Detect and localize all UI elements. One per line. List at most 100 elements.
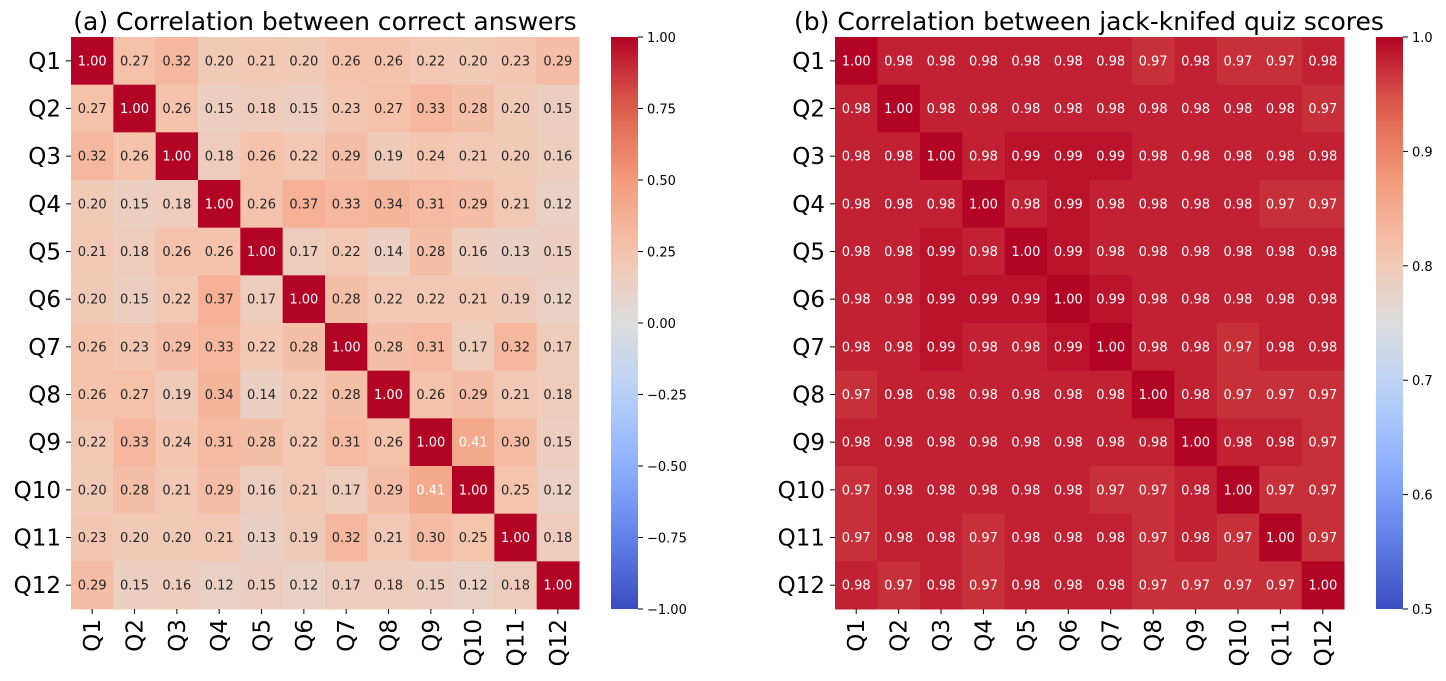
heatmap-cell bbox=[919, 132, 963, 181]
cell-value-label: 1.00 bbox=[1223, 483, 1252, 498]
cell-value-label: 0.98 bbox=[1266, 150, 1295, 165]
cell-value-label: 0.97 bbox=[969, 579, 998, 594]
cell-value-label: 0.21 bbox=[501, 388, 530, 403]
cell-value-label: 0.97 bbox=[842, 483, 871, 498]
cell-value-label: 0.17 bbox=[247, 293, 276, 308]
cell-value-label: 0.23 bbox=[120, 340, 149, 355]
cell-value-label: 0.98 bbox=[969, 54, 998, 69]
heatmap-cell bbox=[155, 227, 199, 276]
cell-value-label: 0.29 bbox=[332, 150, 361, 165]
heatmap-cell bbox=[962, 84, 1006, 133]
heatmap-cell bbox=[367, 323, 411, 372]
cell-value-label: 0.21 bbox=[501, 197, 530, 212]
cell-value-label: 0.28 bbox=[459, 102, 488, 117]
cell-value-label: 0.98 bbox=[1308, 245, 1337, 260]
cell-value-label: 0.98 bbox=[969, 436, 998, 451]
heatmap-cell bbox=[325, 84, 368, 133]
cell-value-label: 0.98 bbox=[1139, 102, 1168, 117]
y-tick-label: Q6 bbox=[28, 287, 61, 313]
cell-value-label: 1.00 bbox=[842, 54, 871, 69]
heatmap-cell bbox=[877, 370, 921, 419]
cell-value-label: 0.15 bbox=[543, 436, 572, 451]
x-tick-label: Q5 bbox=[250, 619, 276, 652]
cell-value-label: 0.99 bbox=[927, 340, 956, 355]
heatmap-cell bbox=[155, 37, 199, 86]
heatmap-cell bbox=[835, 370, 878, 419]
x-tick-label: Q4 bbox=[971, 619, 997, 652]
heatmap-cell bbox=[1004, 37, 1048, 86]
cell-value-label: 0.37 bbox=[205, 293, 234, 308]
cell-value-label: 0.13 bbox=[247, 531, 276, 546]
heatmap-cell bbox=[1174, 227, 1218, 276]
heatmap-cell bbox=[325, 513, 368, 562]
cell-value-label: 0.98 bbox=[1266, 245, 1295, 260]
heatmap-cell bbox=[1174, 561, 1218, 610]
cell-value-label: 0.98 bbox=[1308, 340, 1337, 355]
cell-value-label: 0.25 bbox=[501, 483, 530, 498]
x-tick-label: Q12 bbox=[546, 619, 572, 666]
x-axis-tick-labels: Q1 Q2 Q3 Q4 Q5 Q6 Q7 Q8 Q9 Q10 Q11 Q12 bbox=[844, 609, 1337, 666]
heatmap-cell bbox=[1301, 84, 1345, 133]
cell-value-label: 0.33 bbox=[416, 102, 445, 117]
cell-value-label: 1.00 bbox=[1096, 340, 1125, 355]
heatmap-cell bbox=[282, 513, 326, 562]
heatmap-cell bbox=[962, 561, 1006, 610]
cell-value-label: 0.15 bbox=[289, 102, 318, 117]
cell-value-label: 0.26 bbox=[247, 197, 276, 212]
y-tick-label: Q5 bbox=[792, 240, 825, 266]
cell-value-label: 0.97 bbox=[1308, 102, 1337, 117]
cell-value-label: 0.29 bbox=[459, 197, 488, 212]
heatmap-cell bbox=[1131, 561, 1175, 610]
y-tick-label: Q10 bbox=[778, 478, 825, 504]
cell-value-label: 0.29 bbox=[78, 579, 107, 594]
heatmap-cell bbox=[113, 180, 157, 229]
heatmap-cell bbox=[877, 561, 921, 610]
cell-value-label: 0.98 bbox=[1139, 245, 1168, 260]
cell-value-label: 0.97 bbox=[1308, 197, 1337, 212]
heatmap-cell bbox=[962, 466, 1006, 515]
heatmap-cell bbox=[409, 466, 453, 515]
cell-value-label: 0.32 bbox=[501, 340, 530, 355]
heatmap-cell bbox=[835, 275, 878, 324]
cell-value-label: 0.98 bbox=[1181, 197, 1210, 212]
heatmap-panel-b: (b) Correlation between jack-knifed quiz… bbox=[778, 7, 1433, 666]
cell-value-label: 0.98 bbox=[884, 150, 913, 165]
colorbar-tick-label: −0.25 bbox=[647, 389, 687, 404]
cell-value-label: 0.98 bbox=[1181, 531, 1210, 546]
cell-value-label: 0.98 bbox=[1054, 388, 1083, 403]
cell-value-label: 0.21 bbox=[459, 150, 488, 165]
cell-value-label: 0.17 bbox=[459, 340, 488, 355]
heatmap-cell bbox=[240, 84, 284, 133]
y-tick-label: Q3 bbox=[792, 144, 825, 170]
heatmap-cell bbox=[1131, 227, 1175, 276]
heatmap-cell bbox=[155, 561, 199, 610]
cell-value-label: 0.34 bbox=[205, 388, 234, 403]
heatmap-cell bbox=[1259, 370, 1303, 419]
colorbar-tick-label: −0.50 bbox=[647, 460, 687, 475]
heatmap-cell bbox=[877, 180, 921, 229]
cell-value-label: 0.26 bbox=[416, 388, 445, 403]
heatmap-cell bbox=[536, 37, 580, 86]
cell-value-label: 0.15 bbox=[205, 102, 234, 117]
cell-value-label: 0.20 bbox=[78, 483, 107, 498]
heatmap-cell bbox=[877, 418, 921, 467]
heatmap-cell bbox=[1216, 37, 1260, 86]
heatmap-cell bbox=[1216, 84, 1260, 133]
heatmap-cell bbox=[452, 513, 495, 562]
heatmap-cell bbox=[198, 180, 241, 229]
cell-value-label: 0.29 bbox=[459, 388, 488, 403]
cell-value-label: 0.97 bbox=[884, 579, 913, 594]
heatmap-cell bbox=[919, 466, 963, 515]
cell-value-label: 0.30 bbox=[501, 436, 530, 451]
heatmap-cell bbox=[919, 37, 963, 86]
cell-value-label: 0.97 bbox=[1139, 579, 1168, 594]
cell-value-label: 0.29 bbox=[162, 340, 191, 355]
heatmap-cell bbox=[1047, 513, 1090, 562]
heatmap-cell bbox=[1047, 227, 1090, 276]
x-tick-label: Q7 bbox=[334, 619, 360, 652]
cell-value-label: 0.98 bbox=[1266, 436, 1295, 451]
heatmap-cell bbox=[1004, 275, 1048, 324]
heatmap-cell bbox=[367, 370, 411, 419]
cell-value-label: 0.97 bbox=[1139, 531, 1168, 546]
cell-value-label: 0.12 bbox=[205, 579, 234, 594]
